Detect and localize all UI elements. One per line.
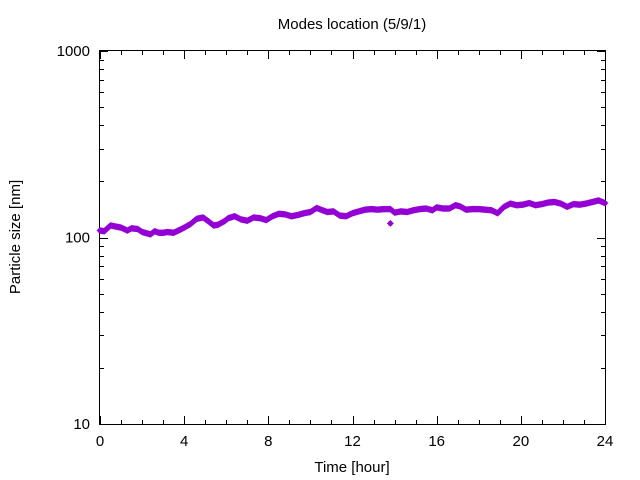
- y-tick-label: 10: [73, 416, 90, 433]
- y-tick-label: 1000: [57, 43, 90, 60]
- axis-ticks: [100, 51, 606, 425]
- data-point: [601, 199, 609, 207]
- x-tick-label: 24: [597, 433, 614, 450]
- x-tick-label: 20: [512, 433, 529, 450]
- x-tick-label: 16: [428, 433, 445, 450]
- x-tick-label: 4: [180, 433, 188, 450]
- x-tick-label: 8: [264, 433, 272, 450]
- chart-title: Modes location (5/9/1): [278, 16, 426, 33]
- plot-frame: [99, 50, 606, 425]
- y-tick-label: 100: [65, 230, 90, 247]
- y-axis-label: Particle size [nm]: [7, 180, 24, 294]
- x-tick-label: 0: [96, 433, 104, 450]
- y-tick-labels: 10 100 1000: [57, 43, 90, 433]
- data-points: [96, 197, 609, 238]
- x-tick-labels: 0 4 8 12 16 20 24: [96, 433, 614, 450]
- x-tick-label: 12: [344, 433, 361, 450]
- outlier-point: [387, 220, 394, 227]
- x-axis-label: Time [hour]: [314, 459, 389, 476]
